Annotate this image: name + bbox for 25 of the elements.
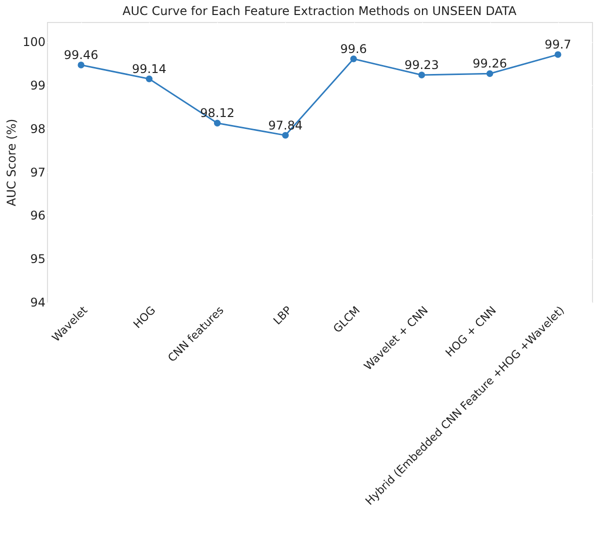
data-label: 99.23 (404, 58, 439, 72)
y-tick-label: 98 (30, 122, 46, 136)
point (214, 120, 221, 126)
y-tick-label: 94 (30, 296, 46, 310)
point (486, 70, 494, 78)
chart-title: AUC Curve for Each Feature Extraction Methods on UNSEEN DATA (122, 4, 518, 18)
data-label: 99.46 (64, 48, 98, 62)
data-label: 99.14 (132, 62, 166, 76)
y-tick-label: 99 (30, 78, 46, 92)
data-label: 99.7 (544, 38, 572, 52)
point (78, 62, 84, 68)
point (146, 76, 153, 82)
point (350, 56, 357, 62)
y-tick-label: 100 (22, 35, 46, 50)
y-tick-label: 96 (30, 208, 46, 223)
point (282, 132, 289, 139)
data-label: 99.6 (340, 42, 367, 56)
x-tick-label: LBP (270, 304, 295, 328)
y-tick-label: 97 (30, 165, 46, 180)
data-label: 98.12 (200, 106, 234, 120)
point (554, 51, 562, 58)
point (418, 72, 426, 78)
y-tick-label: 95 (30, 252, 46, 266)
y-axis-title: AUC Score (%) (4, 118, 19, 206)
data-label: 99.26 (472, 56, 507, 71)
